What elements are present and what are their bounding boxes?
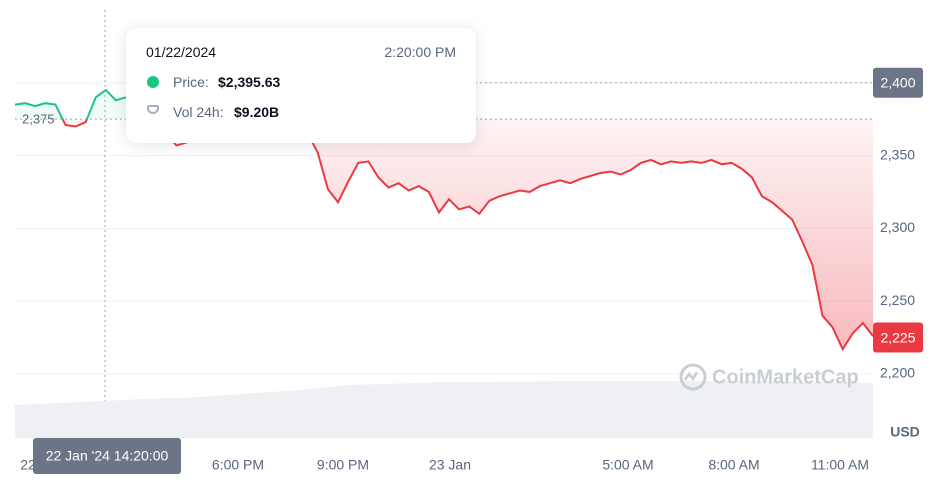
watermark: CoinMarketCap <box>679 363 859 391</box>
volume-value: $9.20B <box>234 104 280 120</box>
tooltip-date: 01/22/2024 <box>146 44 217 60</box>
price-label: Price: <box>173 74 209 90</box>
x-tick-label: 22 <box>20 457 36 473</box>
crosshair-badge <box>33 438 181 474</box>
y-tick-label: 2,400 <box>880 74 915 90</box>
volume-area <box>15 381 873 438</box>
volume-label: Vol 24h: <box>173 104 224 120</box>
x-tick-label: 11:00 AM <box>811 457 869 473</box>
crosshair-label: 22 Jan '24 14:20:00 <box>46 448 169 464</box>
y-tick-badge <box>873 67 923 98</box>
last-price-label: 2,225 <box>880 329 915 345</box>
currency-label: USD <box>890 424 920 440</box>
volume-icon <box>147 105 159 114</box>
last-price-badge <box>873 322 923 353</box>
y-tick-label: 2,350 <box>880 146 915 162</box>
y-tick-label: 2,250 <box>880 292 915 308</box>
tooltip-time: 2:20:00 PM <box>384 44 456 60</box>
price-value: $2,395.63 <box>218 74 281 90</box>
x-tick-label: 6:00 PM <box>212 457 264 473</box>
price-dot <box>147 76 159 88</box>
x-tick-label: 8:00 AM <box>708 457 759 473</box>
tooltip: 01/22/2024 2:20:00 PM Price: $2,395.63 V… <box>126 28 476 143</box>
x-tick-label: 9:00 PM <box>317 457 369 473</box>
y-tick-label: 2,200 <box>880 365 915 381</box>
watermark-text: CoinMarketCap <box>712 366 859 388</box>
y-tick-label: 2,300 <box>880 219 915 235</box>
x-tick-label: 5:00 AM <box>602 457 653 473</box>
x-tick-label: 23 Jan <box>429 457 471 473</box>
baseline-label: 2,375 <box>22 112 55 127</box>
down-area <box>15 119 873 350</box>
